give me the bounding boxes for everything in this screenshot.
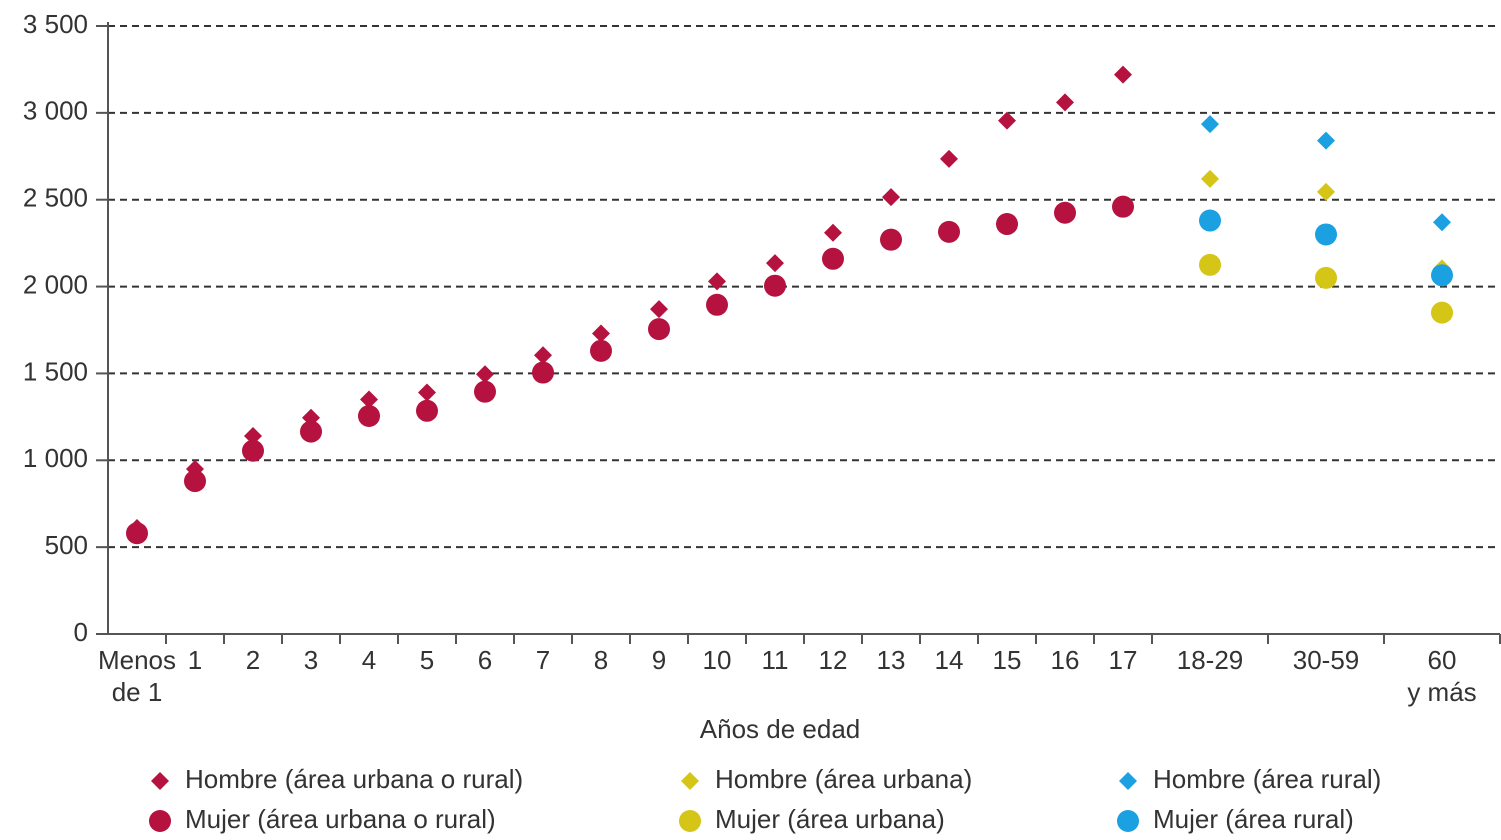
x-tick-label: 2 — [246, 645, 260, 675]
data-point — [592, 324, 610, 343]
legend-label: Mujer (área rural) — [1153, 804, 1354, 834]
data-point — [360, 390, 378, 409]
y-tick-label: 3 000 — [23, 96, 88, 126]
data-point — [1315, 223, 1337, 246]
x-tick-label: 6 — [478, 645, 492, 675]
data-point — [1201, 169, 1219, 188]
legend-label: Hombre (área urbana) — [715, 764, 972, 794]
x-tick-label: 4 — [362, 645, 376, 675]
x-tick-label: 8 — [594, 645, 608, 675]
data-point — [532, 361, 554, 384]
data-point — [358, 404, 380, 427]
x-tick-label: 60 y más — [1407, 645, 1476, 707]
data-point — [822, 247, 844, 270]
data-point — [244, 426, 262, 445]
data-point — [1431, 264, 1453, 287]
data-point — [706, 293, 728, 316]
data-point — [300, 420, 322, 443]
data-point — [184, 470, 206, 493]
x-axis-label: Años de edad — [700, 714, 860, 744]
x-tick-label: 5 — [420, 645, 434, 675]
legend-marker — [1117, 810, 1139, 832]
x-tick-label-line: 60 — [1428, 645, 1457, 675]
data-point — [1317, 131, 1335, 150]
data-point — [1431, 301, 1453, 324]
y-tick-label: 3 500 — [23, 9, 88, 39]
data-point — [1315, 266, 1337, 289]
data-point — [1054, 201, 1076, 224]
x-tick-label: 11 — [762, 645, 789, 675]
data-point — [1056, 93, 1074, 112]
data-point — [1112, 195, 1134, 218]
data-point — [1433, 213, 1451, 232]
x-tick-label: 17 — [1109, 645, 1138, 675]
data-point — [418, 383, 436, 402]
x-tick-label-line: de 1 — [112, 677, 163, 707]
data-point — [474, 380, 496, 403]
data-point — [882, 188, 900, 207]
legend-label: Hombre (área rural) — [1153, 764, 1381, 794]
y-tick-label: 1 500 — [23, 356, 88, 386]
data-point — [1199, 253, 1221, 276]
x-tick-label: 15 — [993, 645, 1022, 675]
data-point — [1114, 65, 1132, 84]
x-tick-label: 18-29 — [1177, 645, 1244, 675]
data-point — [476, 365, 494, 384]
data-point — [824, 223, 842, 242]
data-point — [1201, 115, 1219, 134]
data-point — [766, 254, 784, 273]
x-tick-label: 13 — [877, 645, 906, 675]
data-point — [996, 213, 1018, 236]
legend-marker — [681, 772, 699, 790]
x-tick-label: 16 — [1051, 645, 1080, 675]
x-tick-label: 7 — [536, 645, 550, 675]
legend-marker — [679, 810, 701, 832]
data-point — [650, 300, 668, 319]
x-tick-label: 14 — [935, 645, 964, 675]
legend-marker — [149, 810, 171, 832]
x-tick-label: 1 — [188, 645, 202, 675]
data-point — [648, 318, 670, 341]
data-point — [1199, 209, 1221, 232]
data-point — [534, 346, 552, 365]
x-tick-label: 3 — [304, 645, 318, 675]
data-point — [590, 339, 612, 362]
y-tick-label: 2 000 — [23, 269, 88, 299]
x-tick-label-line: y más — [1407, 677, 1476, 707]
data-point — [940, 149, 958, 168]
legend-label: Hombre (área urbana o rural) — [185, 764, 523, 794]
x-tick-label-line: Menos — [98, 645, 176, 675]
y-tick-label: 500 — [45, 530, 88, 560]
y-tick-label: 2 500 — [23, 183, 88, 213]
legend-label: Mujer (área urbana) — [715, 804, 945, 834]
legend-label: Mujer (área urbana o rural) — [185, 804, 496, 834]
x-tick-label: 10 — [703, 645, 732, 675]
y-tick-label: 1 000 — [23, 443, 88, 473]
data-point — [764, 274, 786, 297]
x-tick-label: 12 — [819, 645, 848, 675]
data-point — [880, 228, 902, 251]
data-point — [998, 111, 1016, 130]
data-point — [126, 522, 148, 545]
data-point — [708, 272, 726, 291]
data-point — [416, 399, 438, 422]
legend-marker — [1119, 772, 1137, 790]
x-tick-label: 9 — [652, 645, 666, 675]
data-point — [242, 439, 264, 462]
y-tick-label: 0 — [74, 617, 88, 647]
legend-marker — [151, 772, 169, 790]
data-point — [1317, 182, 1335, 201]
x-tick-label: Menos de 1 — [98, 645, 176, 707]
data-point — [938, 220, 960, 243]
x-tick-label: 30-59 — [1293, 645, 1360, 675]
